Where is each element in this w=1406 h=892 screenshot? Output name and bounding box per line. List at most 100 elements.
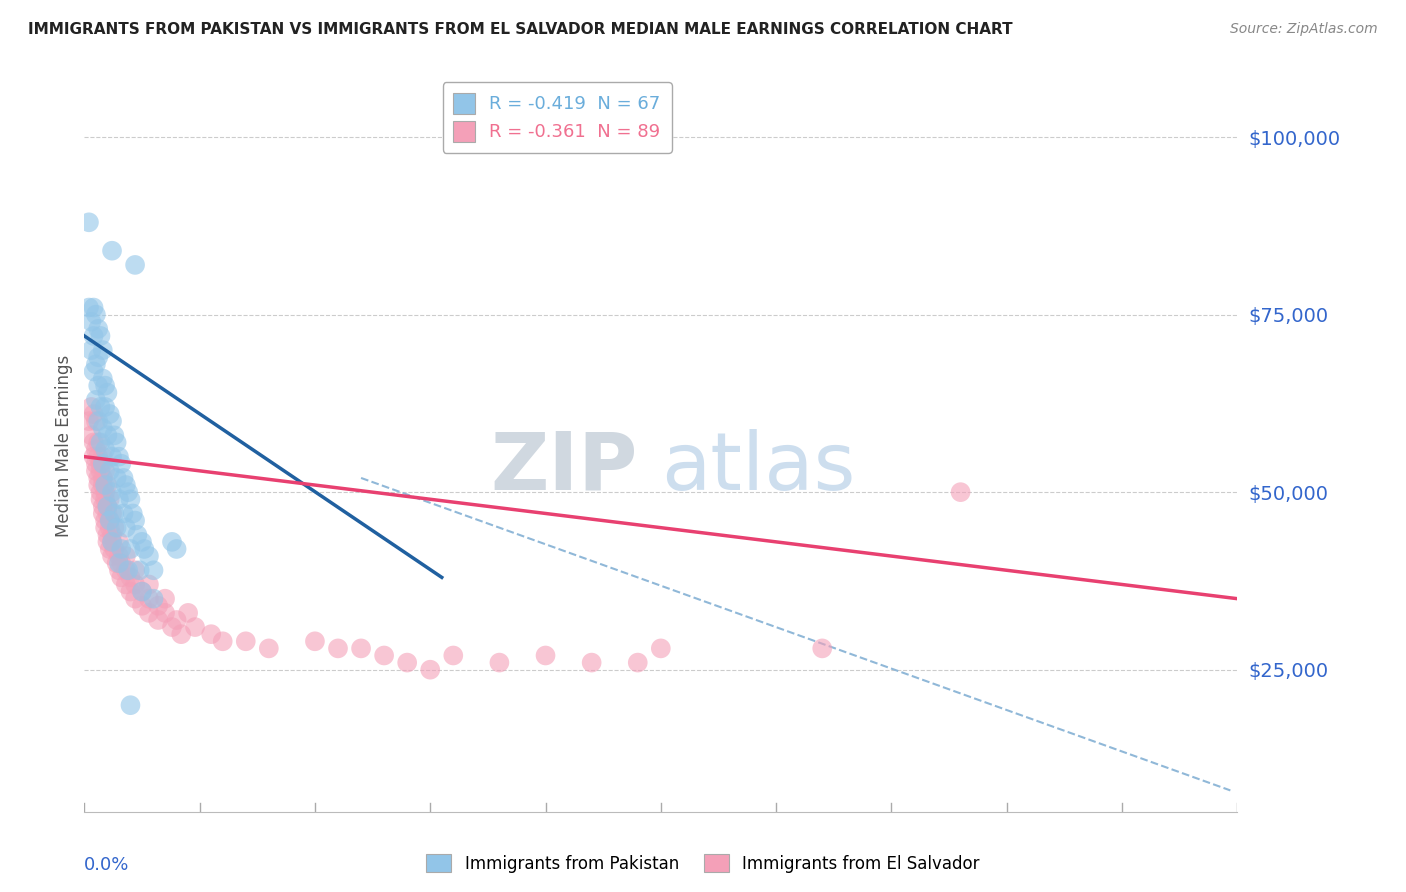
Point — [77, 215, 100, 229]
Point — [89, 400, 111, 414]
Point — [80, 428, 103, 442]
Point — [101, 528, 124, 542]
Point — [98, 492, 121, 507]
Point — [87, 414, 110, 428]
Point — [83, 435, 105, 450]
Point — [127, 528, 149, 542]
Point — [105, 435, 128, 450]
Point — [120, 698, 142, 713]
Point — [101, 244, 124, 258]
Point — [94, 485, 117, 500]
Point — [811, 641, 834, 656]
Point — [103, 428, 125, 442]
Point — [160, 534, 183, 549]
Text: Source: ZipAtlas.com: Source: ZipAtlas.com — [1230, 22, 1378, 37]
Point — [94, 521, 117, 535]
Point — [166, 541, 188, 556]
Text: 0.0%: 0.0% — [84, 855, 129, 873]
Legend: R = -0.419  N = 67, R = -0.361  N = 89: R = -0.419 N = 67, R = -0.361 N = 89 — [443, 82, 672, 153]
Point — [124, 591, 146, 606]
Point — [96, 534, 118, 549]
Point — [91, 450, 114, 464]
Point — [488, 656, 510, 670]
Point — [87, 471, 110, 485]
Point — [84, 457, 107, 471]
Point — [115, 549, 138, 563]
Point — [96, 500, 118, 514]
Point — [94, 514, 117, 528]
Point — [115, 577, 138, 591]
Point — [177, 606, 200, 620]
Point — [108, 492, 131, 507]
Point — [84, 392, 107, 407]
Point — [94, 464, 117, 478]
Point — [103, 507, 125, 521]
Point — [89, 485, 111, 500]
Point — [84, 357, 107, 371]
Point — [441, 648, 464, 663]
Point — [142, 591, 165, 606]
Point — [534, 648, 557, 663]
Point — [110, 556, 132, 570]
Text: atlas: atlas — [661, 429, 855, 507]
Point — [153, 606, 176, 620]
Point — [120, 541, 142, 556]
Point — [110, 570, 132, 584]
Point — [627, 656, 650, 670]
Point — [84, 308, 107, 322]
Point — [124, 563, 146, 577]
Point — [112, 471, 135, 485]
Point — [115, 563, 138, 577]
Point — [120, 570, 142, 584]
Point — [77, 414, 100, 428]
Point — [96, 478, 118, 492]
Point — [105, 471, 128, 485]
Point — [91, 421, 114, 435]
Point — [200, 627, 222, 641]
Point — [80, 315, 103, 329]
Point — [108, 534, 131, 549]
Point — [87, 478, 110, 492]
Point — [131, 584, 153, 599]
Point — [94, 478, 117, 492]
Point — [108, 549, 131, 563]
Point — [96, 507, 118, 521]
Point — [98, 541, 121, 556]
Point — [304, 634, 326, 648]
Point — [84, 442, 107, 457]
Point — [101, 549, 124, 563]
Point — [105, 556, 128, 570]
Point — [94, 442, 117, 457]
Point — [98, 514, 121, 528]
Point — [138, 549, 160, 563]
Point — [115, 521, 138, 535]
Point — [131, 599, 153, 613]
Point — [103, 541, 125, 556]
Point — [146, 613, 169, 627]
Point — [105, 521, 128, 535]
Point — [101, 450, 124, 464]
Point — [83, 407, 105, 421]
Point — [91, 343, 114, 358]
Point — [121, 507, 143, 521]
Point — [170, 627, 193, 641]
Point — [101, 485, 124, 500]
Point — [96, 428, 118, 442]
Point — [103, 521, 125, 535]
Point — [94, 378, 117, 392]
Point — [91, 500, 114, 514]
Point — [166, 613, 188, 627]
Point — [87, 435, 110, 450]
Point — [98, 521, 121, 535]
Point — [89, 329, 111, 343]
Point — [949, 485, 972, 500]
Point — [108, 556, 131, 570]
Point — [108, 450, 131, 464]
Point — [211, 634, 233, 648]
Point — [350, 641, 373, 656]
Point — [110, 457, 132, 471]
Point — [326, 641, 349, 656]
Point — [184, 620, 207, 634]
Point — [91, 457, 114, 471]
Point — [101, 534, 124, 549]
